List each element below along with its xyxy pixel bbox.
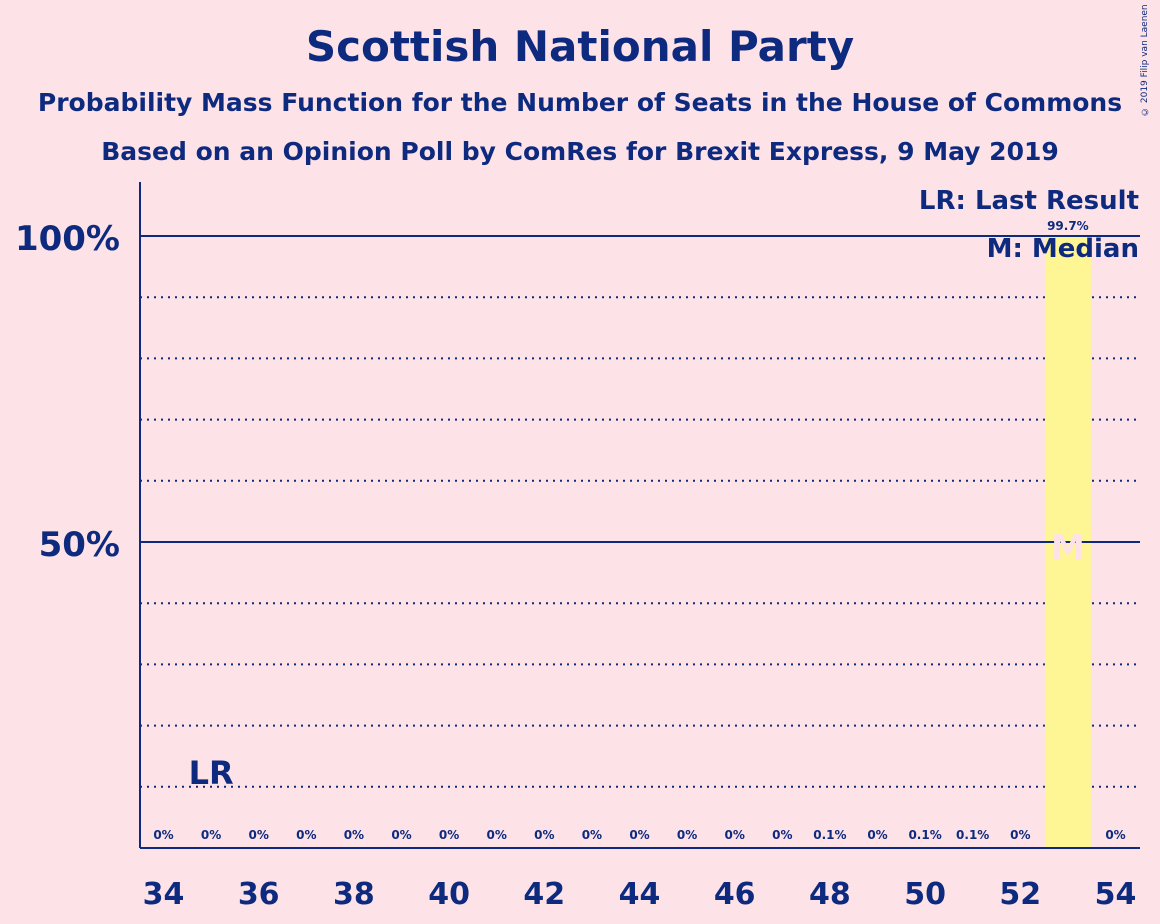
x-tick-label: 50 [904,877,946,912]
value-label: 0% [201,828,221,842]
x-tick-label: 54 [1095,877,1137,912]
x-tick-label: 38 [333,877,375,912]
x-tick-label: 52 [999,877,1041,912]
x-tick-label: 34 [143,877,185,912]
value-label: 0.1% [956,828,989,842]
value-label: 0.1% [813,828,846,842]
y-tick-label: 100% [15,219,120,259]
chart-source: Based on an Opinion Poll by ComRes for B… [101,137,1059,166]
value-label: 0% [629,828,649,842]
value-label: 0% [296,828,316,842]
x-tick-label: 44 [619,877,661,912]
value-label: 0% [153,828,173,842]
value-label: 0% [534,828,554,842]
legend-median: M: Median [987,234,1139,264]
legend-last-result: LR: Last Result [919,186,1139,216]
chart-subtitle: Probability Mass Function for the Number… [37,88,1123,117]
x-tick-label: 40 [428,877,470,912]
value-label: 0% [867,828,887,842]
value-label: 0% [487,828,507,842]
x-tick-label: 42 [523,877,565,912]
value-label: 0% [725,828,745,842]
value-label: 0% [582,828,602,842]
median-marker: M [1051,528,1085,568]
value-label: 0% [677,828,697,842]
value-label: 0% [772,828,792,842]
last-result-marker: LR [189,754,234,792]
x-tick-label: 46 [714,877,756,912]
value-label: 0% [391,828,411,842]
value-label: 0% [249,828,269,842]
value-label: 0% [1105,828,1125,842]
x-tick-label: 48 [809,877,851,912]
value-label: 99.7% [1047,219,1089,233]
value-label: 0% [344,828,364,842]
value-label: 0% [439,828,459,842]
value-label: 0% [1010,828,1030,842]
chart-title: Scottish National Party [305,22,855,71]
y-tick-label: 50% [39,525,120,565]
x-tick-label: 36 [238,877,280,912]
value-label: 0.1% [908,828,941,842]
